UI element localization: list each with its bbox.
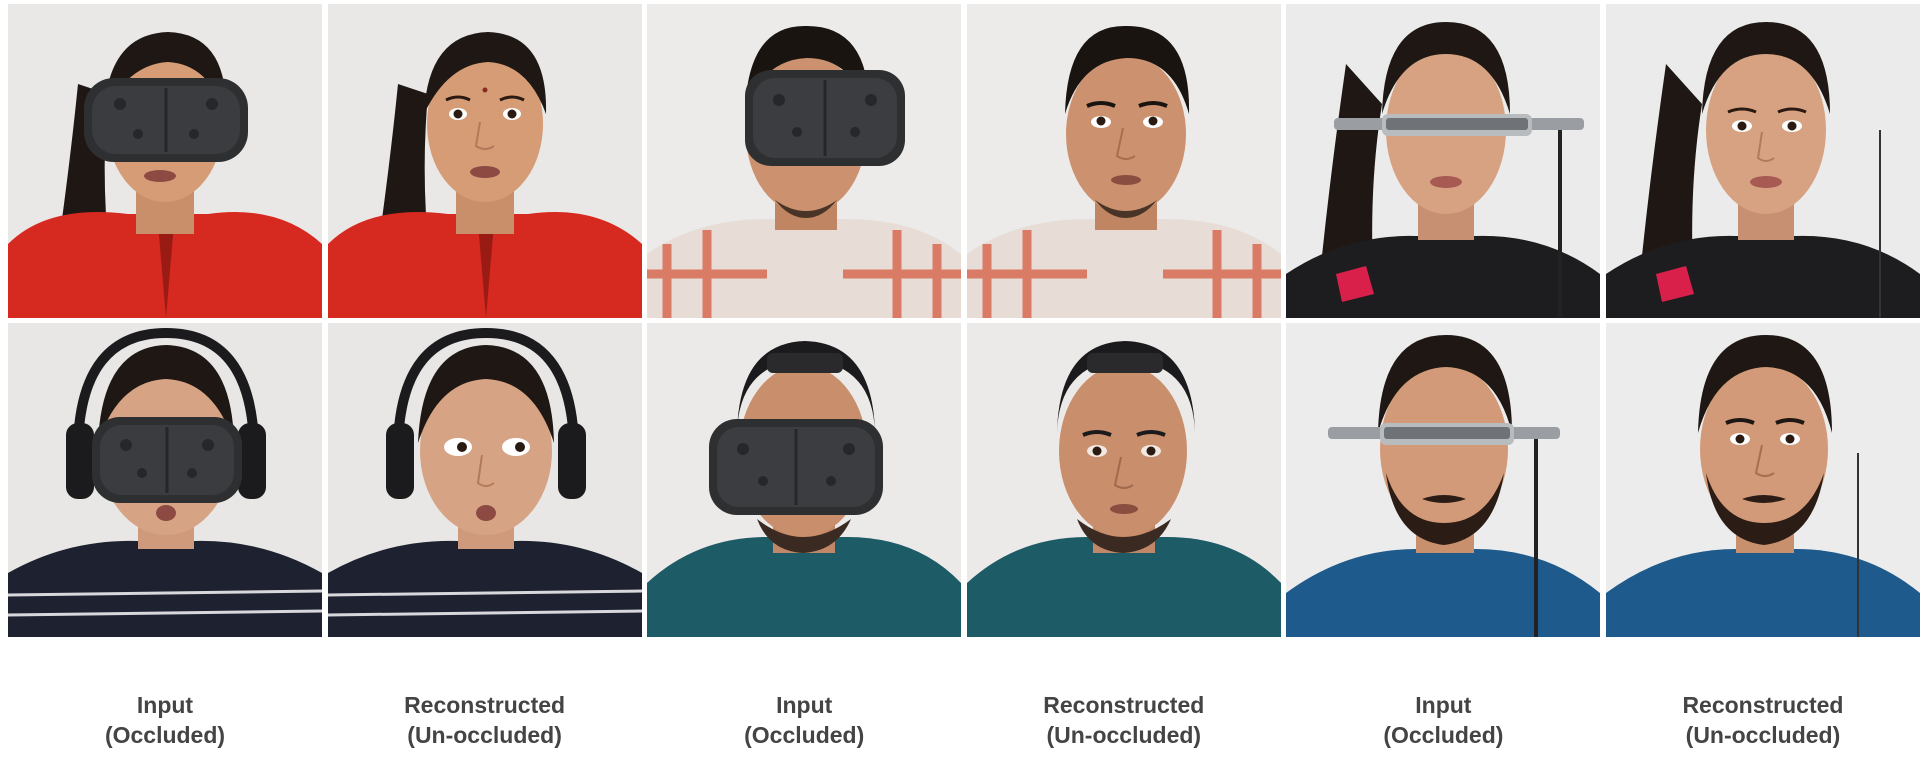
caption-line1: Input bbox=[136, 692, 194, 718]
photo-woman-black-top-reconstructed bbox=[1605, 4, 1920, 318]
photo-grid bbox=[8, 4, 1920, 638]
photo-man-checked-shirt-vr-headset-input bbox=[647, 4, 962, 318]
photo-man-checked-shirt-reconstructed bbox=[966, 4, 1281, 318]
caption-line1: Input bbox=[776, 692, 833, 718]
caption-reconstructed-unoccluded: Reconstructed (Un-occluded) bbox=[1606, 690, 1920, 750]
caption-input-occluded: Input (Occluded) bbox=[1286, 690, 1600, 750]
caption-reconstructed-unoccluded: Reconstructed (Un-occluded) bbox=[328, 690, 642, 750]
caption-line2: (Un-occluded) bbox=[407, 722, 562, 748]
photo-man-backwards-cap-vr-headset-input bbox=[647, 323, 962, 637]
caption-line1: Input bbox=[1415, 692, 1472, 718]
caption-line1: Reconstructed bbox=[1043, 692, 1205, 718]
caption-line2: (Occluded) bbox=[104, 722, 226, 748]
photo-woman-headphones-vr-headset-input bbox=[8, 323, 322, 637]
caption-reconstructed-unoccluded: Reconstructed (Un-occluded) bbox=[967, 690, 1281, 750]
caption-line2: (Un-occluded) bbox=[1685, 722, 1841, 748]
caption-line1: Reconstructed bbox=[1682, 692, 1844, 718]
photo-woman-black-top-ar-glasses-input bbox=[1286, 4, 1601, 318]
photo-man-beard-reconstructed bbox=[1605, 323, 1920, 637]
photo-woman-headphones-reconstructed bbox=[327, 323, 642, 637]
caption-input-occluded: Input (Occluded) bbox=[647, 690, 961, 750]
caption-line2: (Un-occluded) bbox=[1046, 722, 1202, 748]
photo-woman-red-jacket-vr-headset-input bbox=[8, 4, 322, 318]
caption-line1: Reconstructed bbox=[404, 692, 566, 718]
caption-line2: (Occluded) bbox=[744, 722, 865, 748]
photo-man-beard-ar-glasses-input bbox=[1286, 323, 1601, 637]
photo-woman-red-jacket-reconstructed bbox=[327, 4, 642, 318]
caption-row: Input (Occluded) Reconstructed (Un-occlu… bbox=[8, 690, 1920, 750]
caption-input-occluded: Input (Occluded) bbox=[8, 690, 322, 750]
photo-man-backwards-cap-reconstructed bbox=[966, 323, 1281, 637]
caption-line2: (Occluded) bbox=[1383, 722, 1504, 748]
